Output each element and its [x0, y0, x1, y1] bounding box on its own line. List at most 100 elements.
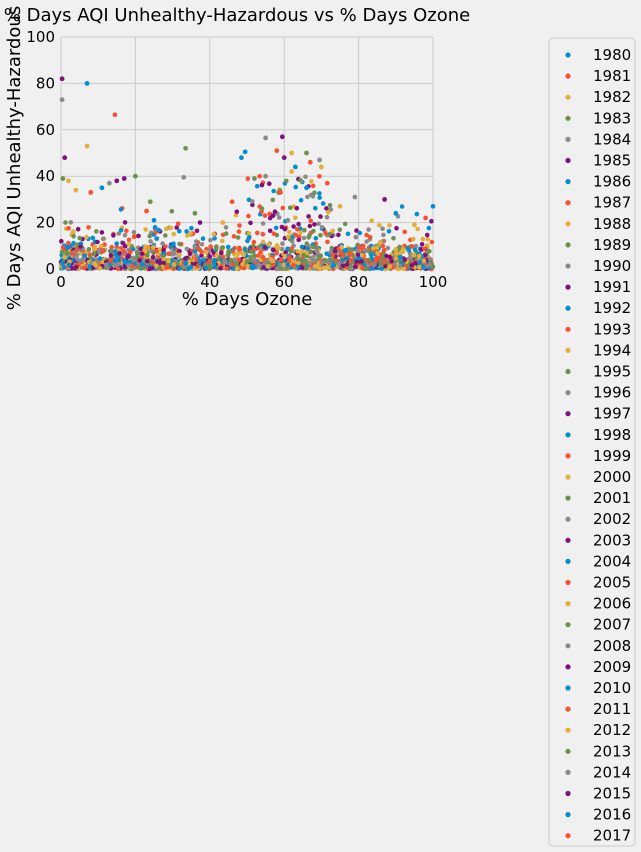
legend-label: 1992 [593, 299, 631, 317]
legend-marker [565, 368, 571, 375]
data-point [352, 194, 358, 200]
data-point [400, 249, 406, 254]
data-point [98, 243, 104, 249]
legend-marker [565, 833, 571, 839]
data-point [92, 247, 98, 252]
data-point [120, 241, 126, 246]
data-point [106, 180, 112, 186]
data-point [399, 204, 405, 209]
data-point [59, 238, 64, 244]
data-point [66, 240, 71, 246]
data-point [138, 246, 144, 252]
data-point [304, 246, 310, 251]
data-point [422, 253, 428, 258]
data-point [339, 252, 345, 258]
data-point [203, 265, 209, 271]
legend-marker [565, 495, 571, 501]
data-point [77, 235, 82, 241]
data-point [296, 264, 301, 269]
data-point [117, 251, 122, 256]
data-point [147, 233, 152, 239]
data-point [252, 257, 257, 263]
data-point [294, 205, 300, 211]
data-point [284, 178, 289, 184]
data-point [245, 238, 250, 244]
data-point [250, 243, 256, 249]
legend-label: 1984 [593, 130, 631, 148]
data-point [171, 241, 176, 246]
data-point [287, 229, 292, 235]
legend-label: 1983 [593, 109, 631, 127]
data-point [393, 256, 399, 261]
data-point [391, 236, 396, 241]
legend-marker [565, 305, 571, 311]
data-point [136, 233, 141, 239]
data-point [315, 245, 320, 251]
legend-marker [565, 769, 571, 776]
data-point [66, 178, 71, 184]
x-tick-label: 20 [126, 273, 145, 291]
data-point [154, 248, 159, 254]
data-point [197, 220, 203, 225]
data-point [308, 249, 314, 254]
data-point [429, 239, 435, 245]
data-point [196, 246, 201, 252]
data-point [88, 255, 93, 261]
legend-label: 2008 [593, 637, 631, 655]
data-point [116, 261, 121, 267]
data-point [309, 256, 314, 261]
data-point [304, 185, 309, 191]
data-point [177, 266, 182, 271]
data-point [337, 227, 343, 233]
data-point [423, 215, 428, 221]
legend-marker [565, 52, 571, 58]
data-point [364, 239, 369, 244]
data-point [336, 232, 341, 238]
y-tick-label: 60 [36, 121, 55, 139]
legend-label: 1981 [593, 67, 631, 85]
data-point [330, 253, 336, 258]
data-point [64, 245, 70, 251]
data-point [311, 244, 316, 250]
data-point [319, 164, 324, 170]
data-point [122, 232, 128, 238]
data-point [112, 258, 118, 264]
data-point [212, 264, 217, 270]
data-point [220, 238, 225, 244]
data-point [348, 258, 354, 263]
data-point [293, 184, 299, 190]
data-point [317, 157, 322, 163]
data-point [150, 245, 156, 250]
data-point [150, 254, 156, 260]
data-point [270, 197, 276, 203]
data-point [361, 243, 366, 249]
data-point [368, 266, 374, 271]
data-point [95, 239, 100, 245]
y-tick-label: 40 [36, 167, 55, 185]
data-point [214, 252, 220, 257]
data-point [112, 112, 118, 118]
data-point [60, 245, 66, 250]
data-point [131, 229, 137, 235]
data-point [62, 255, 67, 260]
data-point [279, 246, 285, 252]
data-point [97, 265, 103, 271]
data-point [246, 231, 252, 236]
legend-marker [565, 115, 571, 121]
data-point [99, 185, 105, 191]
data-point [259, 206, 265, 212]
data-point [252, 253, 257, 259]
data-point [385, 245, 391, 251]
data-point [307, 223, 313, 229]
data-point [192, 210, 198, 216]
data-point [168, 225, 173, 231]
data-point [235, 251, 241, 257]
legend-label: 2011 [593, 700, 631, 718]
data-point [218, 266, 223, 271]
data-point [357, 244, 362, 250]
data-point [327, 231, 332, 237]
data-point [291, 224, 296, 229]
data-point [287, 205, 293, 211]
data-point [73, 187, 79, 193]
legend-marker [565, 474, 571, 480]
